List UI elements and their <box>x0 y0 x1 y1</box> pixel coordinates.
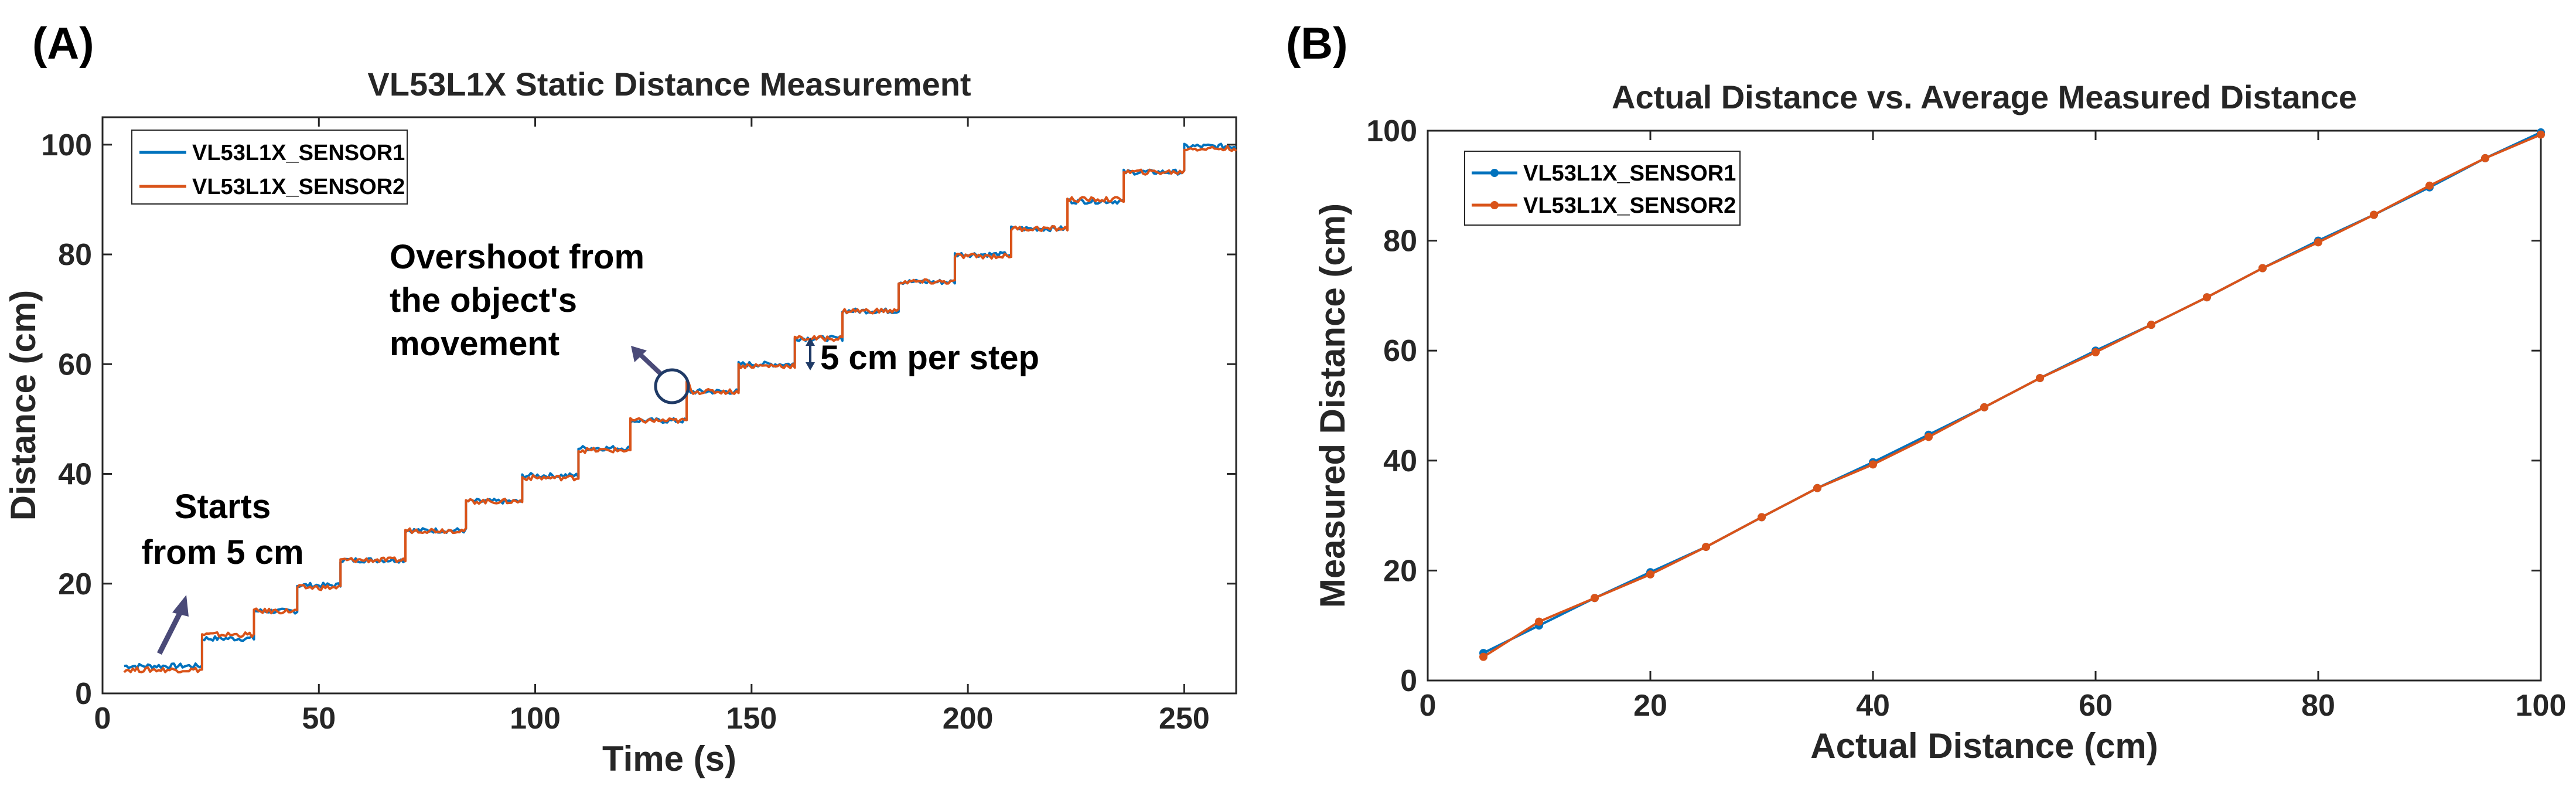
b-y-tick-label: 100 <box>1366 114 1417 148</box>
data-point-b-2 <box>1479 652 1487 661</box>
annotation-start-arrow <box>156 605 186 655</box>
a-x-tick-label: 100 <box>510 702 561 736</box>
annotation-step: 5 cm per step <box>820 339 1039 377</box>
b-x-tick-label: 80 <box>2301 689 2335 723</box>
a-y-tick-label: 80 <box>58 238 92 272</box>
data-point-b-2 <box>2481 154 2489 162</box>
panel-a-title: VL53L1X Static Distance Measurement <box>367 66 971 103</box>
data-point-b-2 <box>2036 374 2044 383</box>
panel-a-series <box>123 142 1237 673</box>
annotation-overshoot-line3: movement <box>390 325 559 363</box>
panel-a-time-series-chart: (A) VL53L1X Static Distance Measurement … <box>4 19 1237 778</box>
panel-b-plot-box <box>1427 130 2542 682</box>
a-y-tick-label: 40 <box>58 458 92 492</box>
data-point-b-2 <box>2147 321 2155 329</box>
a-y-tick-label: 60 <box>58 348 92 382</box>
annotation-step-arrow-bottom <box>806 362 815 370</box>
data-point-b-2 <box>1702 543 1710 552</box>
data-point-b-2 <box>2314 238 2322 247</box>
annotation-overshoot-circle <box>654 368 690 404</box>
panel-b-legend-box <box>1464 151 1741 226</box>
data-point-b-2 <box>2258 264 2267 273</box>
panel-a-label: (A) <box>32 19 94 69</box>
a-y-tick-label: 0 <box>75 677 92 711</box>
a-x-tick-label: 200 <box>943 702 994 736</box>
data-point-b-2 <box>1646 570 1654 579</box>
panel-b-legend-label-sensor1: VL53L1X_SENSOR1 <box>1523 161 1736 186</box>
annotation-overshoot-arrow-head <box>631 346 647 362</box>
annotation-step-arrow-top <box>806 338 815 346</box>
panel-b-label: (B) <box>1286 19 1348 69</box>
series-line-a-1 <box>124 142 1237 669</box>
panel-a-legend: VL53L1X_SENSOR1 VL53L1X_SENSOR2 <box>131 130 408 205</box>
annotation-starts-line2: from 5 cm <box>141 533 303 571</box>
annotation-starts-line1: Starts <box>175 488 271 526</box>
panel-b-x-axis-label: Actual Distance (cm) <box>1810 726 2158 765</box>
panel-b-title: Actual Distance vs. Average Measured Dis… <box>1612 79 2357 115</box>
data-point-b-2 <box>2203 293 2211 302</box>
annotation-start-arrow-head <box>172 595 189 617</box>
data-point-b-2 <box>1813 484 1821 492</box>
a-x-tick-label: 150 <box>726 702 777 736</box>
a-x-tick-label: 0 <box>94 702 111 736</box>
series-line-a-2 <box>123 145 1237 673</box>
data-point-b-2 <box>2091 348 2100 357</box>
panel-a-ticks: 0 50 100 150 200 250 0 20 40 60 80 100 <box>41 117 1236 736</box>
panel-a-legend-label-sensor2: VL53L1X_SENSOR2 <box>192 175 405 199</box>
b-x-tick-label: 40 <box>1856 689 1890 723</box>
panel-a-legend-box <box>131 130 408 205</box>
panel-b-legend-label-sensor2: VL53L1X_SENSOR2 <box>1523 193 1736 218</box>
a-y-tick-label: 100 <box>41 128 92 162</box>
a-x-tick-label: 50 <box>302 702 336 736</box>
b-y-tick-label: 80 <box>1383 224 1417 258</box>
b-y-tick-label: 40 <box>1383 444 1417 478</box>
panel-a-plot-box <box>101 116 1237 695</box>
b-y-tick-label: 20 <box>1383 554 1417 588</box>
panel-b-series <box>1479 128 2545 661</box>
b-x-tick-label: 60 <box>2079 689 2113 723</box>
data-point-b-2 <box>2425 181 2434 190</box>
panel-b-legend-marker-sensor2 <box>1490 201 1499 209</box>
annotation-overshoot-arrow <box>639 353 663 376</box>
b-x-tick-label: 100 <box>2516 689 2567 723</box>
data-point-b-2 <box>2537 130 2545 139</box>
panel-a-x-axis-label: Time (s) <box>602 739 736 778</box>
annotation-overshoot-line2: the object's <box>390 281 577 319</box>
panel-a-annotations: Starts from 5 cm Overshoot from the obje… <box>141 238 1039 655</box>
b-x-tick-label: 20 <box>1633 689 1667 723</box>
a-x-tick-label: 250 <box>1159 702 1210 736</box>
panel-b-comparison-chart: (B) Actual Distance vs. Average Measured… <box>1286 19 2566 765</box>
data-point-b-2 <box>1591 594 1599 603</box>
series-line-b-2 <box>1482 133 2541 658</box>
panel-b-legend-marker-sensor1 <box>1490 169 1499 177</box>
panel-b-ticks: 0 20 40 60 80 100 0 20 40 60 80 100 <box>1366 114 2566 723</box>
data-point-b-2 <box>1980 403 1988 411</box>
data-point-b-2 <box>1758 513 1766 522</box>
data-point-b-2 <box>1925 433 1933 441</box>
data-point-b-2 <box>2370 210 2378 219</box>
data-point-b-2 <box>1869 460 1877 469</box>
b-y-tick-label: 60 <box>1383 334 1417 368</box>
b-x-tick-label: 0 <box>1420 689 1437 723</box>
panel-b-y-axis-label: Measured Distance (cm) <box>1313 203 1352 608</box>
panel-b-legend: VL53L1X_SENSOR1 VL53L1X_SENSOR2 <box>1464 151 1741 226</box>
panel-a-y-axis-label: Distance (cm) <box>4 290 43 520</box>
annotation-overshoot-line1: Overshoot from <box>390 238 644 276</box>
a-y-tick-label: 20 <box>58 567 92 601</box>
b-y-tick-label: 0 <box>1400 664 1417 698</box>
panel-a-legend-label-sensor1: VL53L1X_SENSOR1 <box>192 141 405 165</box>
data-point-b-2 <box>1535 617 1543 626</box>
